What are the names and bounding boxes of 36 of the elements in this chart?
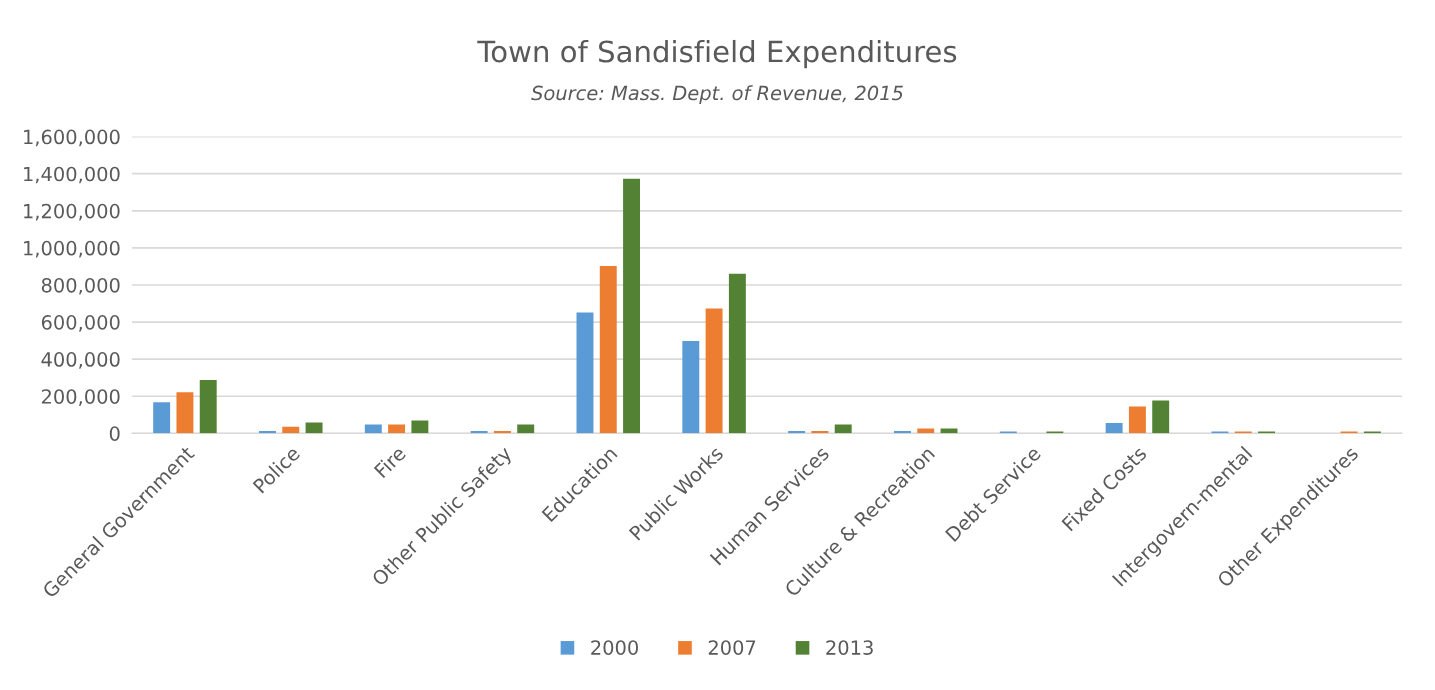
- bar: [305, 422, 323, 434]
- y-tick-label: 1,600,000: [24, 129, 120, 147]
- y-tick-label: 1,200,000: [24, 203, 120, 221]
- bar: [917, 428, 935, 434]
- y-tick-label: 600,000: [41, 315, 120, 332]
- bar: [364, 424, 382, 434]
- chart-subtitle: Source: Mass. Dept. of Revenue, 2015: [531, 85, 903, 105]
- bar: [705, 308, 723, 434]
- y-tick-label: 0: [109, 426, 120, 441]
- legend-label: 2000: [591, 640, 638, 655]
- bar: [728, 273, 746, 434]
- bar: [1152, 400, 1170, 434]
- y-tick-label: 800,000: [41, 277, 120, 295]
- y-tick-label: 1,000,000: [24, 240, 120, 258]
- bar: [176, 392, 194, 434]
- bar: [517, 424, 535, 434]
- y-tick-label: 400,000: [41, 352, 120, 369]
- bar: [411, 420, 429, 434]
- bar: [388, 424, 406, 434]
- legend-label: 2007: [708, 640, 756, 655]
- bar: [623, 178, 641, 434]
- y-tick-label: 1,400,000: [24, 166, 120, 184]
- bar: [199, 379, 217, 434]
- legend-label: 2013: [826, 640, 873, 655]
- bar: [153, 402, 171, 434]
- bar: [1105, 423, 1123, 434]
- bar: [940, 428, 958, 434]
- x-tick-label: Fire: [373, 445, 407, 479]
- bar: [1128, 406, 1146, 434]
- y-tick-label: 200,000: [41, 389, 120, 406]
- bar: [576, 312, 594, 434]
- chart-title: Town of Sandisfield Expenditures: [477, 39, 957, 69]
- bar: [834, 424, 852, 434]
- bar: [682, 340, 700, 434]
- bar: [282, 426, 300, 434]
- bar: [599, 266, 617, 434]
